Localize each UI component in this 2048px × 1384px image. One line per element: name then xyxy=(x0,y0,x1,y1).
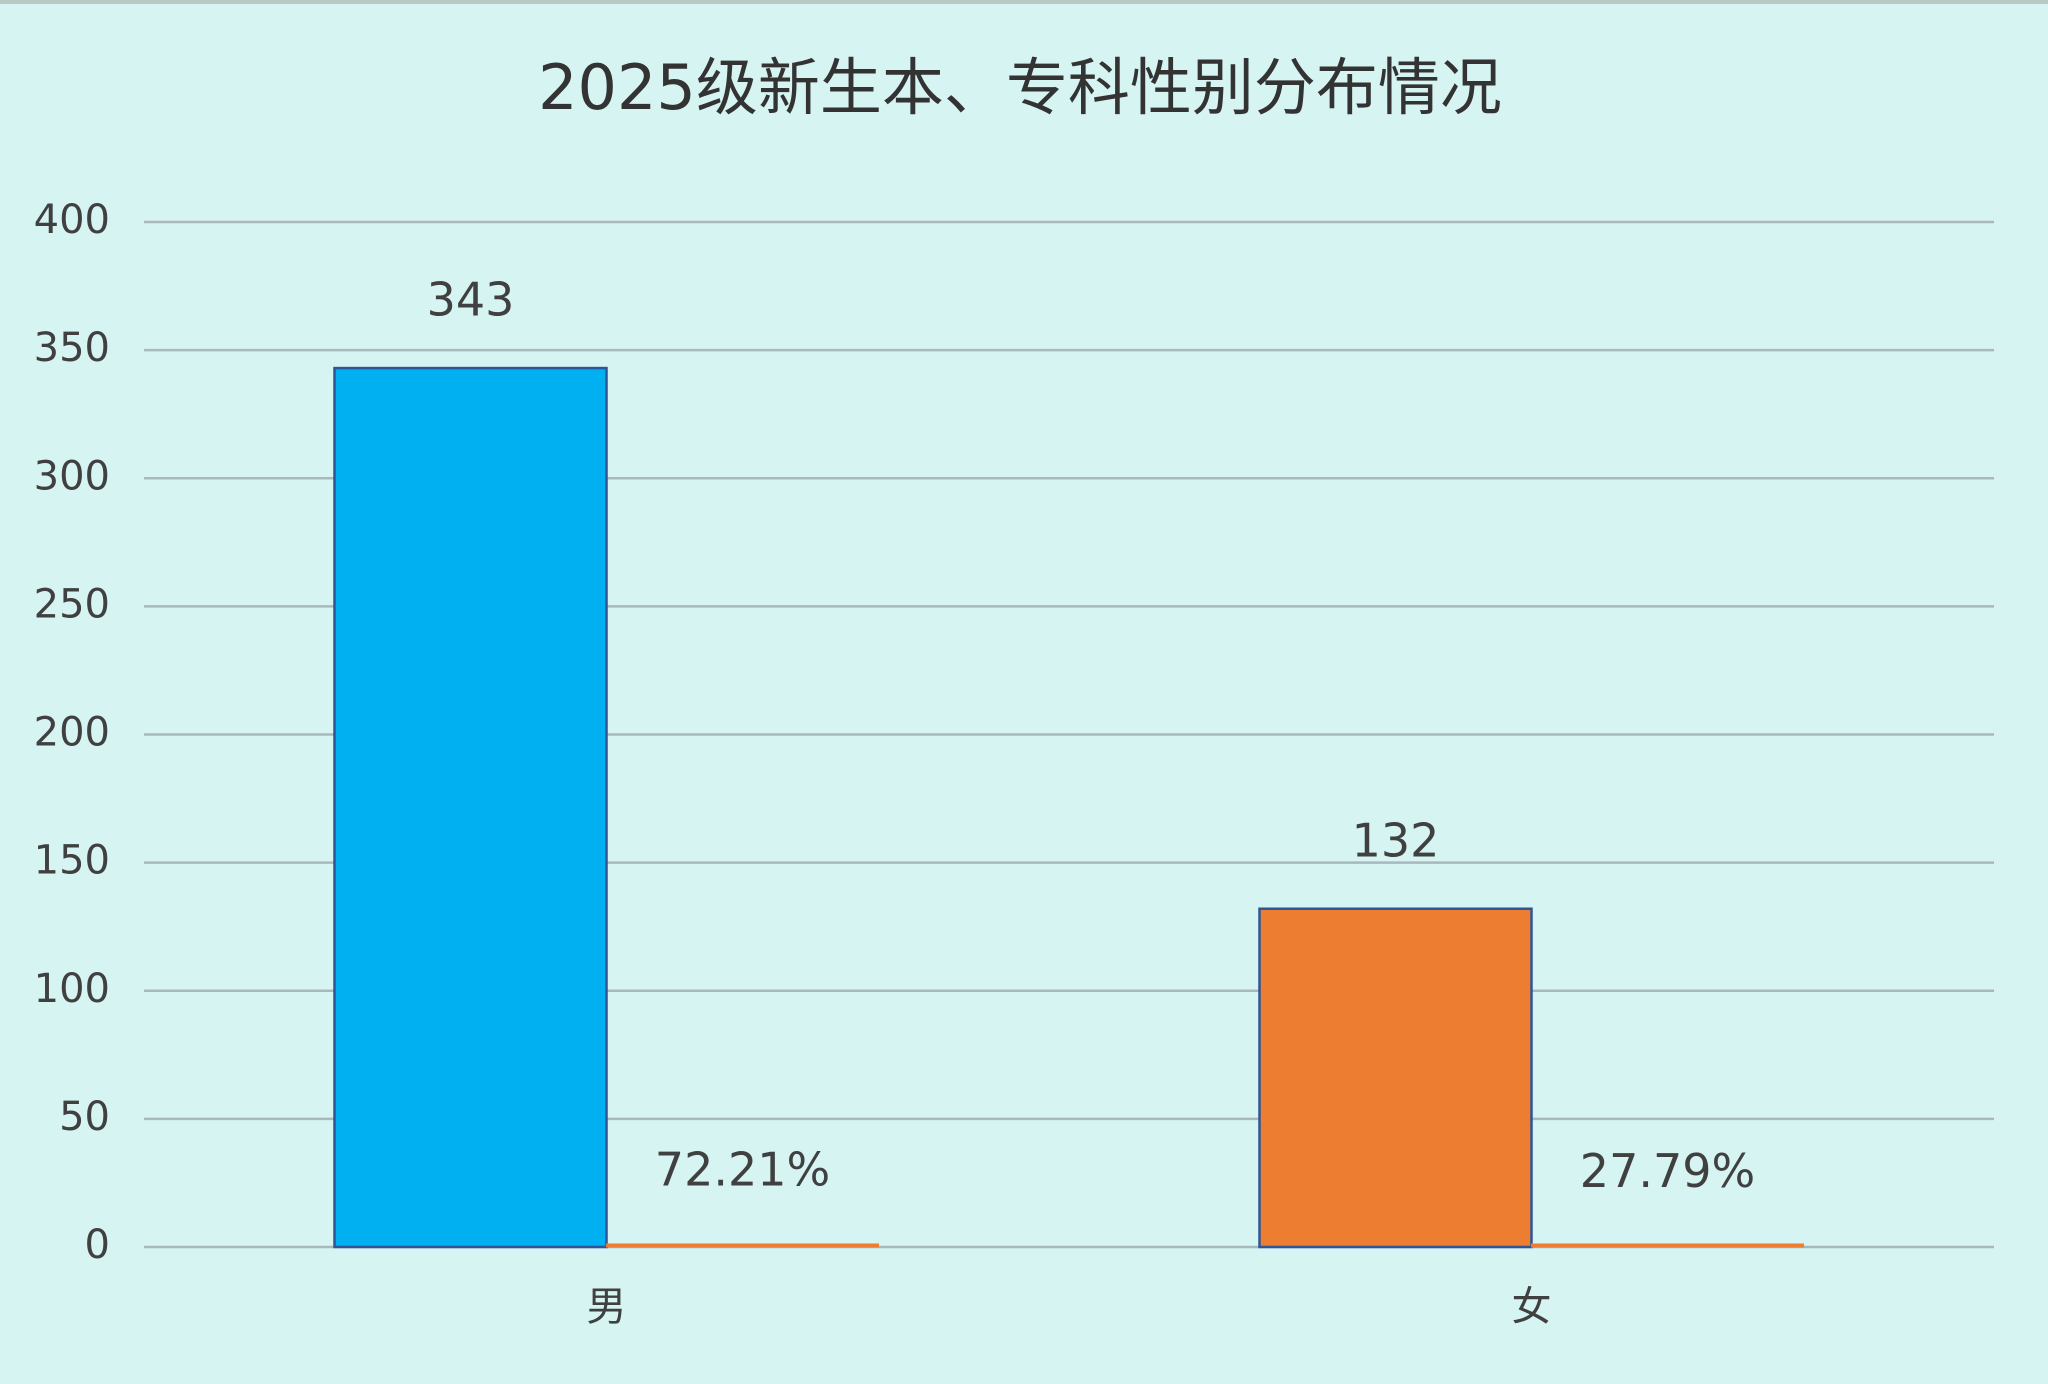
y-tick-label: 400 xyxy=(34,197,110,243)
y-tick-label: 150 xyxy=(34,838,110,884)
y-tick-label: 300 xyxy=(34,453,110,499)
bar xyxy=(1258,907,1533,1249)
y-tick-label: 200 xyxy=(34,710,110,756)
y-tick-label: 100 xyxy=(34,966,110,1012)
y-tick-label: 250 xyxy=(34,581,110,627)
y-tick-label: 0 xyxy=(85,1222,110,1268)
data-label: 343 xyxy=(427,273,515,327)
chart-title: 2025级新生本、专科性别分布情况 xyxy=(538,51,1502,124)
x-tick-label: 女 xyxy=(1512,1284,1552,1330)
bar xyxy=(333,366,608,1249)
y-tick-label: 50 xyxy=(59,1094,110,1140)
data-label: 72.21% xyxy=(655,1143,830,1197)
x-tick-label: 男 xyxy=(587,1284,627,1330)
bar xyxy=(1531,1243,1804,1248)
bar xyxy=(606,1243,879,1248)
data-label: 27.79% xyxy=(1580,1144,1755,1198)
data-label: 132 xyxy=(1352,813,1440,867)
y-tick-label: 350 xyxy=(34,325,110,371)
